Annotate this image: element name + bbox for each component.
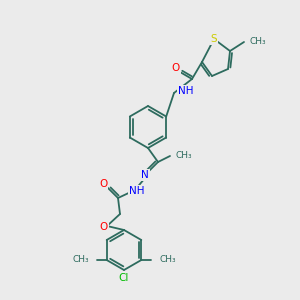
Text: O: O [99,179,107,189]
Text: NH: NH [129,186,145,196]
Text: O: O [100,222,108,232]
Text: O: O [172,63,180,73]
Text: S: S [211,34,217,44]
Text: CH₃: CH₃ [176,151,193,160]
Text: CH₃: CH₃ [72,256,89,265]
Text: N: N [141,170,149,180]
Text: CH₃: CH₃ [249,37,266,46]
Text: NH: NH [178,86,194,96]
Text: CH₃: CH₃ [159,256,176,265]
Text: Cl: Cl [119,273,129,283]
